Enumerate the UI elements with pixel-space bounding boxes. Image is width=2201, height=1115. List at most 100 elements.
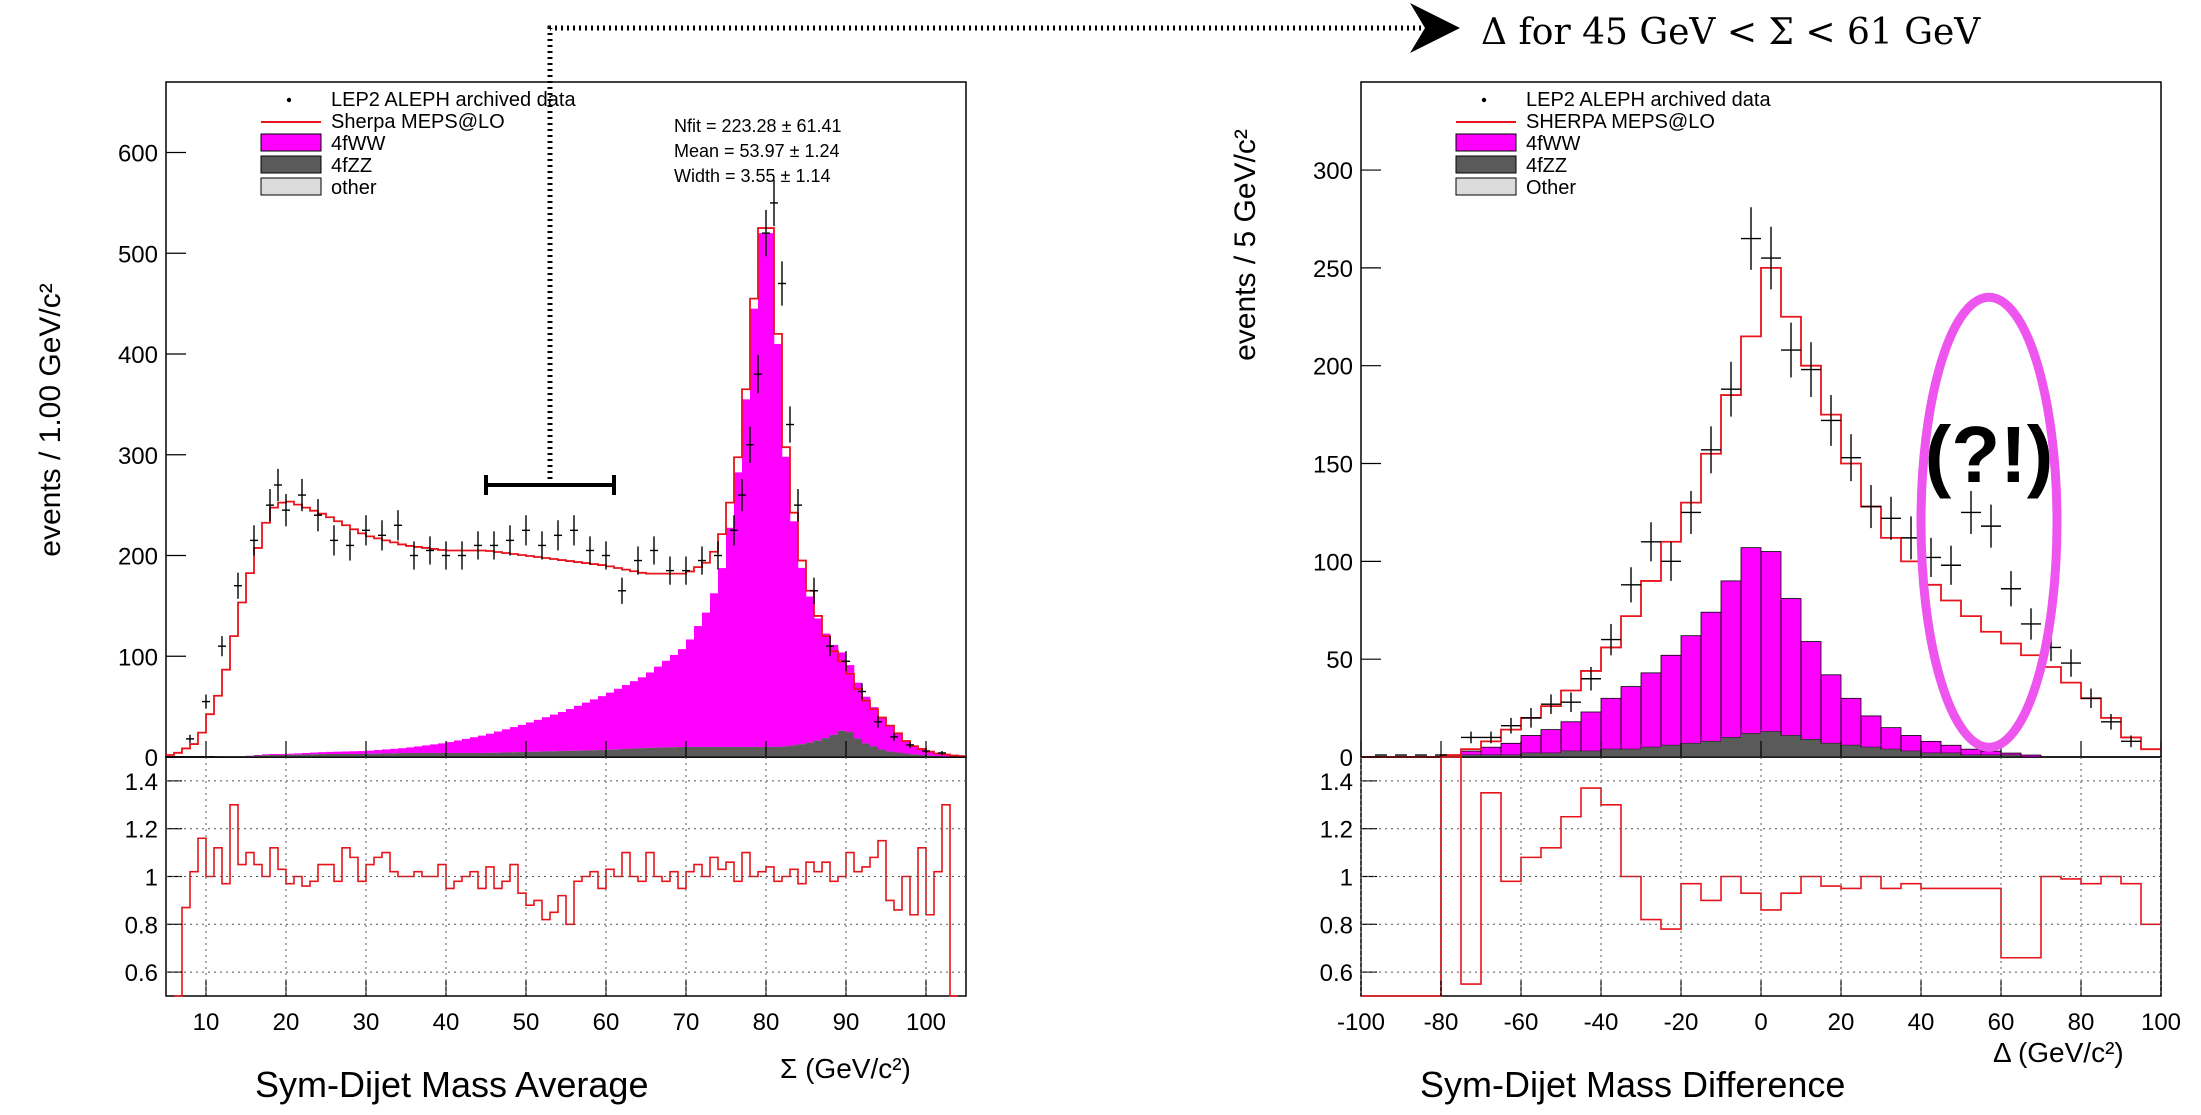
ratio-y-tick-label: 0.8 bbox=[1320, 912, 1353, 939]
bin-4fzz bbox=[854, 738, 863, 757]
bin-4fzz bbox=[1901, 751, 1921, 757]
right-x-axis-label: Δ (GeV/c²) bbox=[1993, 1037, 2124, 1068]
bin-4fzz bbox=[686, 746, 695, 757]
legend-label: 4fWW bbox=[1526, 133, 1581, 155]
bin-4fww bbox=[470, 737, 479, 753]
x-tick-label: 40 bbox=[433, 1009, 460, 1036]
bin-4fww bbox=[1980, 750, 2002, 756]
bin-4fww bbox=[926, 751, 935, 756]
bin-4fzz bbox=[590, 750, 599, 757]
bin-4fzz bbox=[862, 743, 871, 757]
bin-4fzz bbox=[758, 746, 767, 757]
bin-4fww bbox=[558, 711, 567, 752]
ratio-y-tick-label: 0.6 bbox=[1320, 960, 1353, 987]
bin-4fzz bbox=[638, 748, 647, 757]
bin-4fzz bbox=[478, 752, 487, 757]
bin-4fww bbox=[1860, 715, 1882, 748]
left-ratio-plot bbox=[174, 804, 958, 997]
bin-4fww bbox=[342, 751, 351, 754]
legend-marker-data bbox=[1481, 97, 1487, 103]
bin-4fzz bbox=[1581, 751, 1601, 757]
bin-4fzz bbox=[886, 751, 895, 757]
bin-4fww bbox=[1460, 750, 1482, 756]
left-data-points bbox=[166, 179, 966, 758]
bin-4fww bbox=[710, 593, 719, 747]
bin-4fww bbox=[1640, 672, 1662, 748]
bin-4fzz bbox=[662, 747, 671, 757]
bin-4fzz bbox=[774, 746, 783, 757]
bin-4fzz bbox=[470, 752, 479, 757]
bin-4fzz bbox=[318, 754, 327, 757]
ratio-y-tick-label: 1.2 bbox=[1320, 817, 1353, 844]
bin-4fww bbox=[270, 753, 279, 755]
bin-4fzz bbox=[910, 754, 919, 757]
ratio-step-line bbox=[1361, 756, 2161, 997]
bin-4fww bbox=[894, 733, 903, 753]
legend-swatch-3 bbox=[260, 155, 322, 174]
bin-4fww bbox=[742, 399, 751, 747]
bin-4fzz bbox=[374, 753, 383, 757]
bin-4fzz bbox=[286, 754, 295, 757]
left-y-axis-label: events / 1.00 GeV/c² bbox=[34, 283, 67, 556]
bin-4fzz bbox=[310, 754, 319, 757]
bin-4fww bbox=[566, 709, 575, 751]
bin-4fzz bbox=[334, 753, 343, 757]
bin-4fww bbox=[606, 692, 615, 750]
bin-4fww bbox=[766, 233, 775, 747]
bin-4fww bbox=[1800, 641, 1822, 740]
bin-4fww bbox=[830, 644, 839, 735]
bin-4fww bbox=[750, 308, 759, 747]
sherpa-step-line bbox=[166, 227, 966, 757]
bin-4fzz bbox=[1861, 747, 1881, 757]
y-tick-label: 250 bbox=[1313, 256, 1353, 283]
bin-4fww bbox=[870, 707, 879, 747]
bin-4fzz bbox=[790, 745, 799, 757]
bin-4fzz bbox=[1701, 741, 1721, 757]
bin-4fww bbox=[1560, 721, 1582, 752]
ratio-y-tick-label: 1.4 bbox=[1320, 769, 1353, 796]
legend-marker-data bbox=[286, 97, 292, 103]
bin-4fww bbox=[510, 727, 519, 753]
bin-4fzz bbox=[222, 755, 231, 757]
bin-4fww bbox=[318, 752, 327, 755]
bin-4fww bbox=[918, 748, 927, 755]
bin-4fzz bbox=[1821, 743, 1841, 757]
bin-4fww bbox=[838, 652, 847, 731]
x-tick-label: 40 bbox=[1908, 1009, 1935, 1036]
ratio-step-line bbox=[174, 804, 958, 997]
bin-4fww bbox=[782, 456, 791, 747]
bin-4fzz bbox=[806, 742, 815, 757]
bin-4fzz bbox=[270, 754, 279, 757]
bin-4fzz bbox=[278, 754, 287, 757]
bin-4fww bbox=[630, 681, 639, 749]
bin-4fzz bbox=[878, 749, 887, 757]
bin-4fww bbox=[670, 654, 679, 748]
bin-4fww bbox=[886, 726, 895, 752]
left-sherpa-line bbox=[166, 227, 966, 757]
bin-4fzz bbox=[414, 752, 423, 757]
bin-4fzz bbox=[502, 752, 511, 757]
left-stats-nfit: Nfit = 223.28 ± 61.41 bbox=[674, 116, 842, 136]
bin-4fww bbox=[1880, 727, 1902, 750]
bin-4fww bbox=[262, 754, 271, 756]
bin-4fww bbox=[1920, 740, 1942, 754]
bin-4fzz bbox=[582, 750, 591, 757]
bin-4fww bbox=[1760, 551, 1782, 732]
bin-4fww bbox=[310, 752, 319, 755]
bin-4fzz bbox=[734, 746, 743, 757]
bin-4fzz bbox=[750, 746, 759, 757]
bin-4fww bbox=[382, 749, 391, 754]
bin-4fww bbox=[518, 724, 527, 753]
y-tick-label: 300 bbox=[1313, 158, 1353, 185]
bin-4fww bbox=[1620, 686, 1642, 750]
y-tick-label: 0 bbox=[1340, 745, 1353, 772]
ratio-y-tick-label: 1 bbox=[1340, 865, 1353, 892]
bin-4fww bbox=[1540, 729, 1562, 754]
bin-4fww bbox=[662, 660, 671, 748]
bin-4fww bbox=[910, 745, 919, 755]
legend-swatch-2 bbox=[1455, 133, 1517, 152]
legend-swatch-4 bbox=[1455, 177, 1517, 196]
bin-4fzz bbox=[870, 746, 879, 757]
bin-4fzz bbox=[902, 753, 911, 757]
